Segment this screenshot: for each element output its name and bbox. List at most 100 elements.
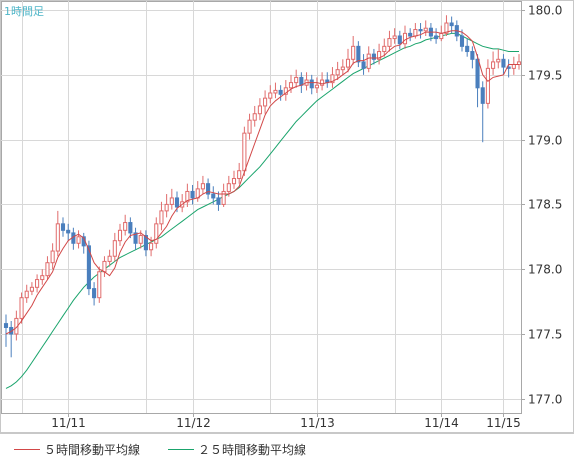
candle-body <box>102 260 107 273</box>
candle-body <box>86 245 91 290</box>
candle-body <box>345 58 351 68</box>
x-tick-label: 11/13 <box>300 416 335 430</box>
candle-body <box>470 51 475 60</box>
candle-body <box>149 242 154 251</box>
candle-body <box>423 27 428 32</box>
candle-body <box>273 89 278 94</box>
candle-body <box>174 197 180 208</box>
candle-body <box>169 197 174 205</box>
legend-swatch-ma5 <box>14 448 40 450</box>
x-tick-label: 11/12 <box>176 416 211 430</box>
candle-body <box>35 279 40 288</box>
candle-body <box>247 119 252 134</box>
candle-body <box>221 190 226 205</box>
candle-body <box>252 113 257 121</box>
candle-body <box>418 29 423 32</box>
x-tick-label: 11/14 <box>424 416 459 430</box>
candle-body <box>371 53 376 60</box>
candle-body <box>377 51 382 60</box>
candle-body <box>123 222 128 231</box>
x-tick-label: 11/11 <box>51 416 86 430</box>
candle-body <box>24 290 29 299</box>
candle-body <box>496 58 501 63</box>
candle-body <box>29 286 34 292</box>
candle-body <box>314 84 319 89</box>
legend-label-ma5: ５時間移動平均線 <box>44 442 141 457</box>
candle-body <box>288 82 294 89</box>
ma5-layer <box>5 30 519 335</box>
candle-body <box>211 193 216 199</box>
legend: ５時間移動平均線 ２５時間移動平均線 <box>0 433 574 463</box>
y-tick-label: 180.0 <box>528 4 562 18</box>
candle-body <box>97 271 102 299</box>
candle-body <box>159 210 164 225</box>
candle-body <box>55 223 60 252</box>
candle-body <box>320 79 325 86</box>
candle-body <box>382 45 387 53</box>
candle-body <box>392 35 397 40</box>
candle-body <box>444 22 449 34</box>
chart-svg: 177.0 177.5 178.0 178.5 179.0 179.5 180.0 11/11… <box>0 0 574 433</box>
candle-body <box>164 203 169 212</box>
candle-body <box>231 177 237 185</box>
candle-body <box>475 58 480 89</box>
candle-body <box>3 323 9 328</box>
candle-body <box>439 32 444 40</box>
y-tick-label: 178.0 <box>528 263 562 277</box>
ma25-layer <box>5 32 519 389</box>
y-tick-label: 179.5 <box>528 69 562 83</box>
candle-body <box>216 197 221 205</box>
candle-body <box>242 132 247 172</box>
candle-body <box>299 76 304 86</box>
candle-body <box>128 222 133 234</box>
candle-body <box>154 223 159 244</box>
candle-body <box>278 89 283 95</box>
candle-layer <box>3 15 522 358</box>
candle-body <box>397 35 402 45</box>
candle-body <box>237 170 242 179</box>
candle-body <box>50 250 55 264</box>
candle-body <box>434 35 439 40</box>
candle-body <box>112 240 117 257</box>
candle-body <box>60 223 66 231</box>
y-tick-label: 177.5 <box>528 328 562 342</box>
candle-body <box>413 29 418 37</box>
candle-body <box>226 183 231 192</box>
candle-body <box>309 79 314 89</box>
y-tick-label: 179.0 <box>528 134 562 148</box>
y-tick-label: 178.5 <box>528 198 562 212</box>
candle-body <box>76 236 81 244</box>
y-tick-label: 177.0 <box>528 393 562 407</box>
candle-body <box>206 183 211 195</box>
candle-body <box>340 66 345 71</box>
candle-body <box>491 61 496 69</box>
candle-body <box>185 190 190 203</box>
x-tick-label: 11/15 <box>486 416 521 430</box>
candle-body <box>138 235 143 244</box>
legend-item-ma25: ２５時間移動平均線 <box>168 442 306 457</box>
legend-swatch-ma25 <box>168 448 194 450</box>
candle-body <box>356 45 361 63</box>
candle-body <box>465 45 470 53</box>
candle-body <box>351 45 356 60</box>
candle-body <box>107 255 112 262</box>
candle-body <box>449 22 454 27</box>
candle-body <box>294 76 299 84</box>
candle-body <box>66 229 71 234</box>
ma5-line <box>5 30 519 335</box>
candle-body <box>366 53 371 69</box>
candle-body <box>459 35 465 47</box>
ma25-line <box>5 32 519 389</box>
candle-body <box>361 61 366 69</box>
candle-body <box>387 38 392 47</box>
legend-item-ma5: ５時間移動平均線 <box>14 442 141 457</box>
candle-body <box>330 74 335 84</box>
candle-body <box>263 97 268 107</box>
plot-frame <box>1 1 522 414</box>
candle-body <box>92 288 97 299</box>
candle-body <box>485 67 490 104</box>
candle-body <box>133 232 138 244</box>
candle-body <box>402 32 408 45</box>
candle-body <box>480 87 485 104</box>
